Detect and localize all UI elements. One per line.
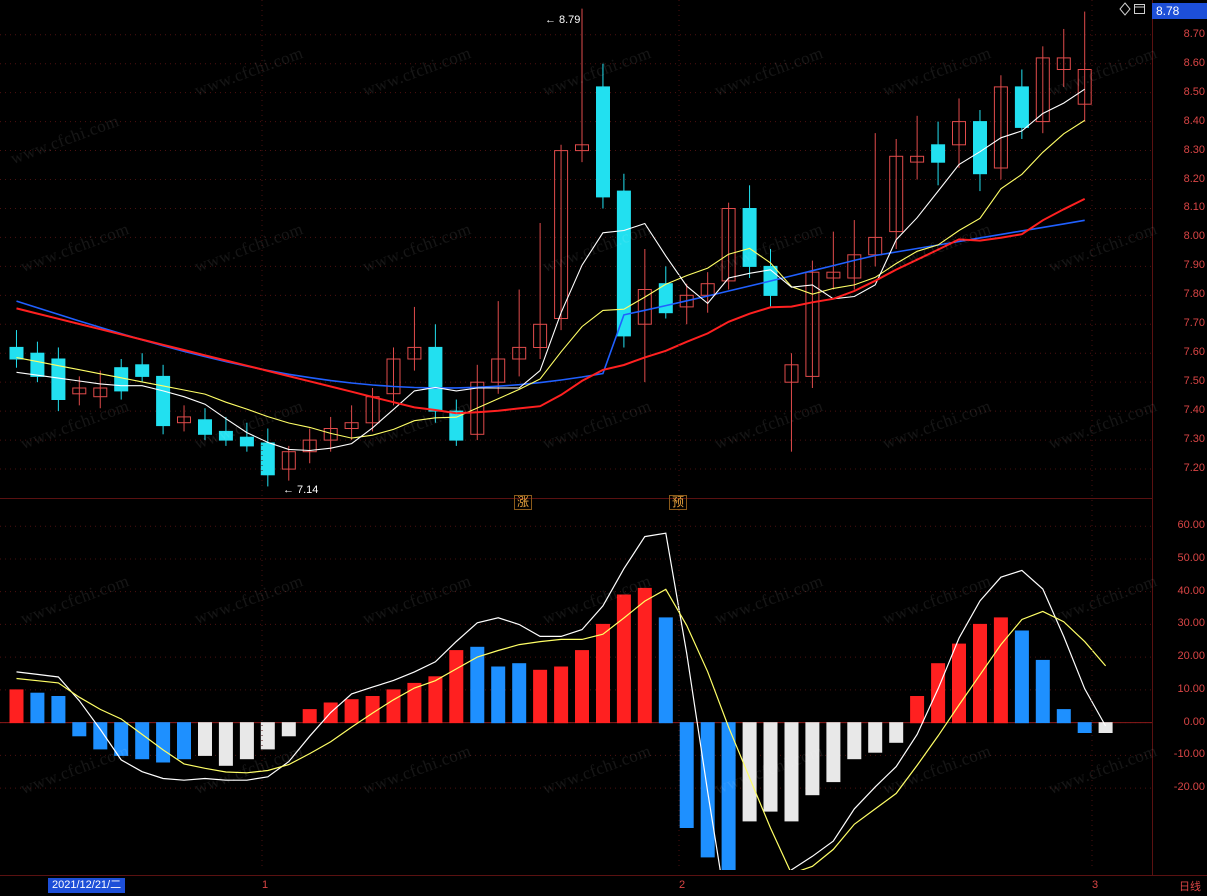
pane-divider-top: [0, 498, 1207, 499]
period-label[interactable]: 日线: [1179, 881, 1201, 893]
last-price-badge: 8.78: [1152, 3, 1207, 19]
annotation-arrow-icon: ←: [545, 14, 556, 26]
price-chart-pane[interactable]: [0, 0, 1152, 498]
indicator-axis-tick: -20.00: [1173, 781, 1205, 794]
indicator-axis-tick: 40.00: [1177, 584, 1205, 597]
time-axis-tick: 3: [1092, 879, 1099, 891]
price-axis[interactable]: 8.70 8.60 8.50 8.40 8.30 8.20 8.10 8.00 7.90 7.80…: [1152, 0, 1207, 875]
time-axis-tick: 2: [679, 879, 686, 891]
date-badge: 2021/12/21/二: [48, 878, 126, 893]
indicator-axis-tick: 50.00: [1177, 551, 1205, 564]
diamond-icon[interactable]: [1118, 2, 1132, 16]
price-axis-tick: 7.50: [1183, 375, 1205, 388]
price-axis-tick: 7.90: [1183, 259, 1205, 272]
price-axis-tick: 7.60: [1183, 346, 1205, 359]
price-axis-tick: 8.50: [1183, 85, 1205, 98]
annotation-value: 8.79: [559, 14, 581, 26]
high-price-annotation: ← 8.79: [545, 14, 580, 26]
price-axis-tick: 7.40: [1183, 404, 1205, 417]
price-axis-tick: 8.30: [1183, 143, 1205, 156]
indicator-axis-tick: 20.00: [1177, 650, 1205, 663]
low-price-annotation: ← 7.14: [283, 484, 318, 496]
price-axis-tick: 8.60: [1183, 56, 1205, 69]
mark-zhang[interactable]: 涨: [514, 495, 533, 510]
price-axis-tick: 8.10: [1183, 201, 1205, 214]
time-axis-tick: 1: [262, 879, 269, 891]
indicator-axis-tick: 60.00: [1177, 519, 1205, 532]
time-axis[interactable]: [0, 875, 1207, 896]
price-axis-tick: 7.70: [1183, 317, 1205, 330]
window-icon[interactable]: [1133, 2, 1147, 16]
price-axis-tick: 7.20: [1183, 462, 1205, 475]
price-axis-tick: 8.40: [1183, 114, 1205, 127]
annotation-value: 7.14: [297, 484, 319, 496]
indicator-axis-tick: 30.00: [1177, 617, 1205, 630]
price-axis-tick: 8.00: [1183, 230, 1205, 243]
price-axis-tick: 7.30: [1183, 433, 1205, 446]
price-chart-svg: [0, 0, 1152, 498]
indicator-axis-tick: -10.00: [1173, 748, 1205, 761]
indicator-axis-tick: 0.00: [1183, 715, 1205, 728]
price-axis-tick: 8.70: [1183, 27, 1205, 40]
price-axis-tick: 8.20: [1183, 172, 1205, 185]
annotation-arrow-icon: ←: [283, 484, 294, 496]
price-axis-tick: 7.80: [1183, 288, 1205, 301]
mark-yu[interactable]: 预: [669, 495, 688, 510]
indicator-axis-tick: 10.00: [1177, 682, 1205, 695]
indicator-chart-svg: [0, 500, 1152, 870]
indicator-chart-pane[interactable]: [0, 500, 1152, 870]
